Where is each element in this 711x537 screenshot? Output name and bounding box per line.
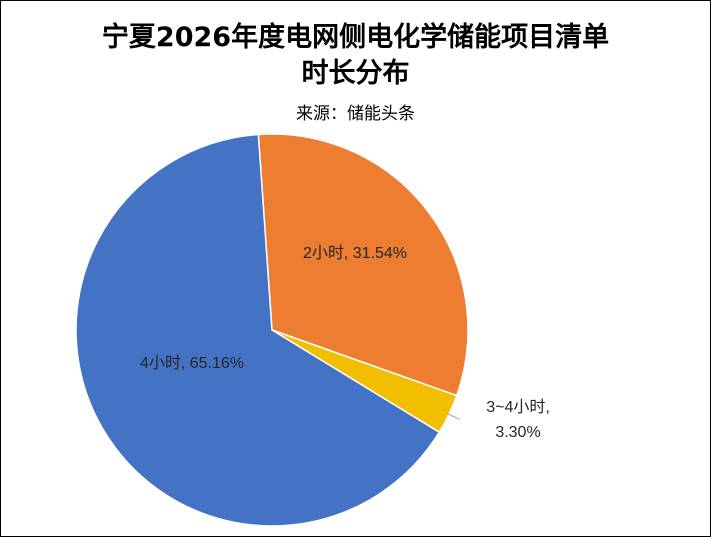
leader-line-3-4-hours [446, 413, 460, 420]
pie-slices [75, 133, 469, 527]
chart-subtitle: 来源：储能头条 [296, 104, 415, 124]
data-label-3-4-hours-line-1: 3~4小时, [486, 398, 550, 416]
chart-title: 宁夏2026年度电网侧电化学储能项目清单 时长分布 [0, 20, 711, 92]
chart-title-line-2: 时长分布 [301, 58, 410, 89]
pie-slice-4-hours [75, 133, 441, 527]
data-label-3-4-hours-line-2: 3.30% [495, 424, 540, 441]
data-label-2-hours: 2小时, 31.54% [303, 244, 407, 262]
data-label-4-hours: 4小时, 65.16% [140, 354, 244, 372]
chart-title-line-1: 宁夏2026年度电网侧电化学储能项目清单 [101, 22, 610, 53]
pie-slice-2-hours [257, 133, 469, 397]
